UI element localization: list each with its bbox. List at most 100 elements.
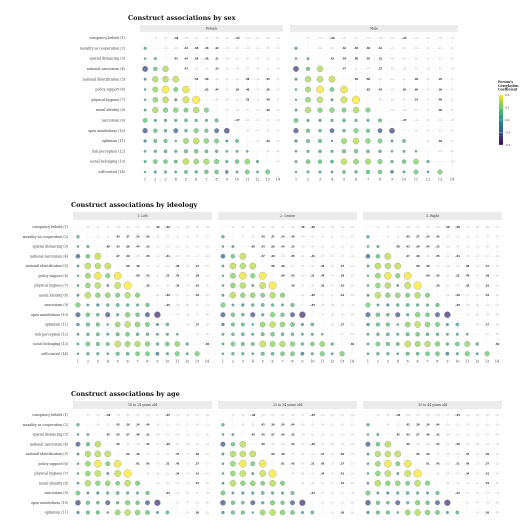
x-tick-label: 13 [485,359,489,363]
correlation-dot [114,321,121,328]
correlation-value: .46 [135,433,139,436]
correlation-dot [143,149,147,153]
correlation-dot [402,139,406,143]
correlation-value: -.38 [329,37,334,40]
correlation-value: .16 [156,265,160,268]
correlation-dot [96,332,100,337]
correlation-value: .11 [340,333,344,336]
correlation-value: .15 [438,68,442,71]
correlation-value: .22 [106,236,110,239]
section-title: Construct associations by ideology [71,201,198,209]
facet-panel: 2. Centre .12 .02 -.25 -.05 .01 .03 -.06 .30 -.30… [218,212,357,363]
correlation-dot [376,352,380,356]
correlation-value: -.07 [390,47,395,50]
correlation-dot [220,312,226,318]
correlation-dot [425,292,431,298]
correlation-value: .20 [402,47,406,50]
correlation-dot [229,292,237,299]
correlation-value: .37 [126,236,130,239]
x-tick-label: 14 [205,359,209,363]
correlation-value: -.05 [450,68,455,71]
correlation-dot [384,450,391,458]
correlation-dot [405,351,410,356]
correlation-dot [375,272,381,279]
correlation-value: .22 [165,236,169,239]
correlation-value: .07 [276,130,280,133]
correlation-dot [162,96,169,103]
correlation-value: .10 [426,47,430,50]
correlation-dot [250,292,256,298]
correlation-value: .10 [165,265,169,268]
correlation-dot [84,450,91,458]
correlation-value: .06 [475,304,479,307]
correlation-dot [384,441,391,448]
correlation-dot [270,352,275,356]
correlation-value: -.07 [320,492,325,495]
correlation-value: .16 [414,130,418,133]
chart-section-3: Construct associations by age conspiracy … [23,390,502,517]
x-tick-label: 2 [307,177,309,181]
correlation-value: -.30 [310,294,315,297]
correlation-dot [375,254,381,259]
x-tick-label: 12 [185,359,189,363]
correlation-value: .45 [106,433,110,436]
correlation-value: .09 [350,314,354,317]
correlation-value: -.08 [175,304,180,307]
correlation-dot [365,490,371,496]
correlation-value: .25 [350,482,354,485]
correlation-dot [316,76,324,83]
correlation-dot [390,139,394,143]
correlation-value: .42 [215,47,219,50]
correlation-value: .30 [126,255,130,258]
correlation-value: .45 [116,433,120,436]
correlation-dot [317,107,323,113]
correlation-dot [182,85,190,94]
correlation-value: .58 [271,265,275,268]
correlation-dot [366,452,370,456]
correlation-value: .10 [350,433,354,436]
x-tick-label: 13 [340,359,344,363]
correlation-dot [193,106,200,114]
correlation-dot [230,341,236,347]
correlation-dot [174,149,178,153]
correlation-value: .30 [402,88,406,91]
correlation-dot [268,469,277,478]
correlation-value: .04 [185,323,189,326]
correlation-dot [300,323,304,326]
correlation-value: .42 [340,284,344,287]
correlation-dot [405,303,410,307]
correlation-value: .43 [145,275,149,278]
correlation-value: -.29 [165,482,170,485]
correlation-dot [114,509,121,516]
correlation-value: .43 [174,57,178,60]
correlation-value: .20 [426,78,430,81]
correlation-value: -.10 [445,245,450,248]
correlation-dot [270,332,275,337]
correlation-value: -.06 [445,424,450,427]
legend-tick-label: 0.3 [505,106,510,110]
correlation-dot [260,332,265,337]
correlation-dot [415,312,421,318]
correlation-dot [85,510,90,515]
correlation-dot [280,500,285,505]
row-label: physical hygiene (7) [91,98,125,102]
correlation-dot [204,118,208,122]
correlation-dot [304,76,312,83]
correlation-value: .19 [465,424,469,427]
correlation-value: .12 [446,255,450,258]
correlation-dot [164,118,168,122]
correlation-dot [134,340,141,348]
correlation-dot [405,481,410,486]
correlation-value: .11 [301,443,305,446]
correlation-dot [403,271,412,280]
x-tick-label: 12 [255,177,259,181]
correlation-dot [163,159,168,164]
correlation-dot [143,98,147,101]
correlation-dot [294,88,298,91]
x-tick-label: 1 [367,359,369,363]
x-tick-label: 4 [175,177,177,181]
correlation-value: .12 [376,226,380,229]
correlation-dot [239,470,247,477]
correlation-dot [125,352,130,356]
